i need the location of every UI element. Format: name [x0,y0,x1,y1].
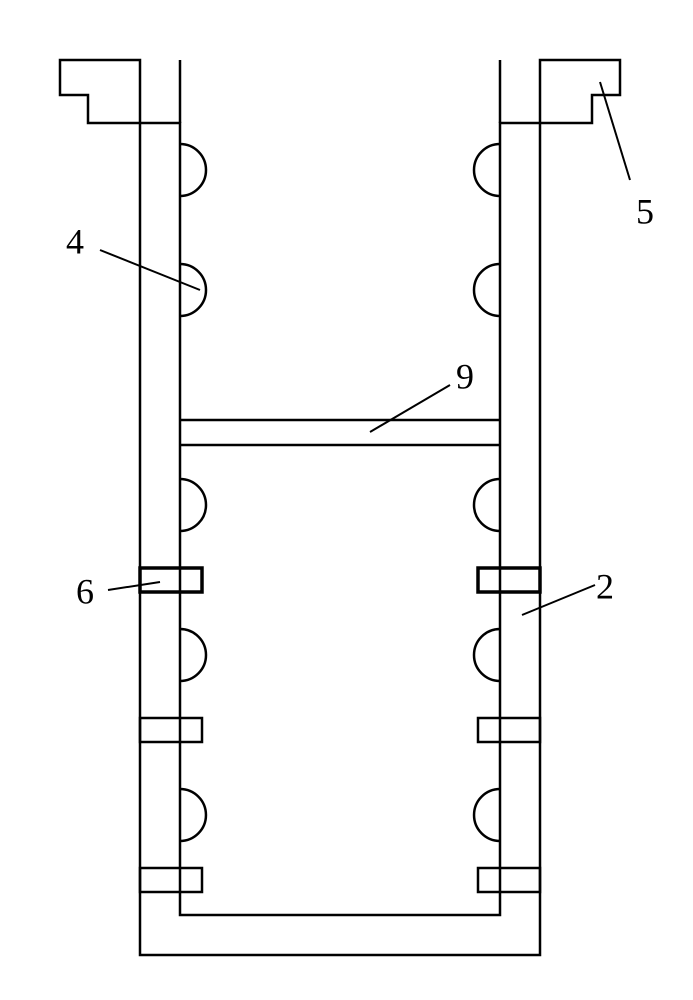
bump-left-4 [180,789,206,841]
bump-right-0 [474,144,500,196]
slot-right-1 [478,718,540,742]
slot-right-0-bold [478,568,540,592]
bump-right-2 [474,479,500,531]
slot-left-0-bold [140,568,202,592]
leader-l2 [522,585,595,615]
slot-right-0 [478,568,540,592]
label-l9: 9 [456,356,474,396]
leader-l9 [370,385,450,432]
slot-left-1 [140,718,202,742]
bump-right-1 [474,264,500,316]
bump-left-2 [180,479,206,531]
leader-l5 [600,82,630,180]
slot-left-2 [140,868,202,892]
label-l4: 4 [66,221,84,261]
slot-left-0 [140,568,202,592]
bump-left-1 [180,264,206,316]
bump-left-3 [180,629,206,681]
label-l6: 6 [76,571,94,611]
bump-right-3 [474,629,500,681]
leader-l6 [108,582,160,590]
label-l5: 5 [636,191,654,231]
label-l2: 2 [596,566,614,606]
bump-right-4 [474,789,500,841]
leader-l4 [100,250,200,290]
u-channel-profile [60,60,620,955]
slot-right-2 [478,868,540,892]
bump-left-0 [180,144,206,196]
